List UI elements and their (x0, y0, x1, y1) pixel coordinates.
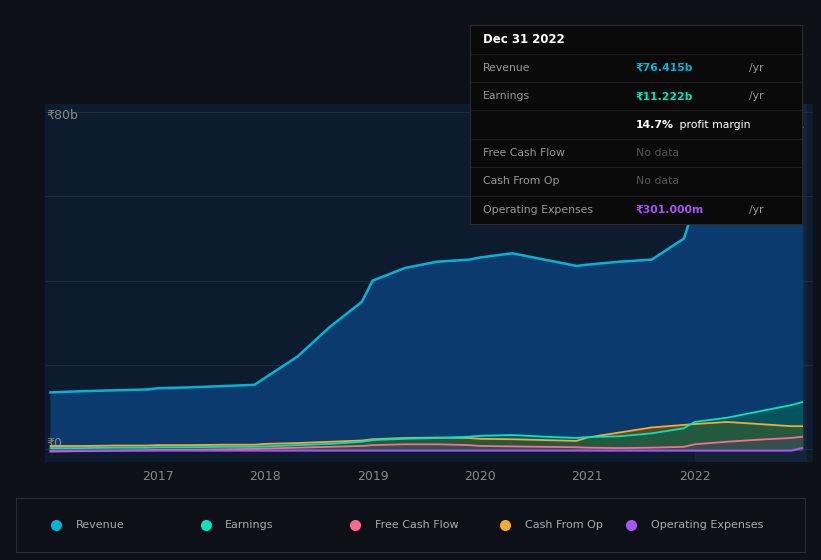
Text: ₹76.415b: ₹76.415b (635, 63, 694, 73)
Text: Free Cash Flow: Free Cash Flow (375, 520, 459, 530)
Text: No data: No data (635, 176, 679, 186)
Text: Cash From Op: Cash From Op (525, 520, 603, 530)
Text: 14.7%: 14.7% (635, 120, 674, 129)
Text: Dec 31 2022: Dec 31 2022 (483, 33, 565, 46)
Text: No data: No data (635, 148, 679, 158)
Text: ₹301.000m: ₹301.000m (635, 205, 704, 215)
Text: Operating Expenses: Operating Expenses (651, 520, 764, 530)
Text: Operating Expenses: Operating Expenses (483, 205, 593, 215)
Text: profit margin: profit margin (676, 120, 750, 129)
Text: Free Cash Flow: Free Cash Flow (483, 148, 565, 158)
Text: /yr: /yr (749, 63, 764, 73)
Text: Revenue: Revenue (76, 520, 124, 530)
Text: /yr: /yr (749, 205, 764, 215)
Text: Revenue: Revenue (483, 63, 530, 73)
Text: Earnings: Earnings (225, 520, 273, 530)
Text: Cash From Op: Cash From Op (483, 176, 559, 186)
Text: ₹80b: ₹80b (47, 109, 79, 122)
Text: Earnings: Earnings (483, 91, 530, 101)
Text: ₹0: ₹0 (47, 436, 62, 450)
Bar (695, 104, 807, 462)
Text: ₹11.222b: ₹11.222b (635, 91, 694, 101)
Text: /yr: /yr (749, 91, 764, 101)
